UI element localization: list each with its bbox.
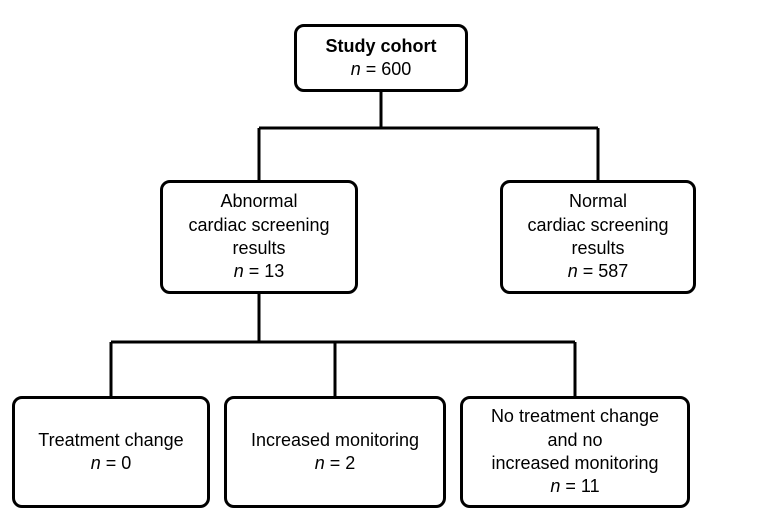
n-value: = 2 <box>330 453 356 473</box>
node-line: increased monitoring <box>491 452 658 475</box>
node-treatment-change: Treatment change n = 0 <box>12 396 210 508</box>
n-label: n <box>234 261 244 281</box>
node-line: results <box>571 237 624 260</box>
node-n: n = 587 <box>568 260 629 283</box>
n-label: n <box>315 453 325 473</box>
node-line: cardiac screening <box>527 214 668 237</box>
node-n: n = 2 <box>315 452 356 475</box>
node-n: n = 0 <box>91 452 132 475</box>
n-value: = 600 <box>366 59 412 79</box>
n-value: = 0 <box>106 453 132 473</box>
n-value: = 587 <box>583 261 629 281</box>
node-line: Treatment change <box>38 429 183 452</box>
node-line: Increased monitoring <box>251 429 419 452</box>
node-title: Study cohort <box>326 35 437 58</box>
n-value: = 11 <box>565 476 599 496</box>
node-increased-monitoring: Increased monitoring n = 2 <box>224 396 446 508</box>
node-line: Abnormal <box>220 190 297 213</box>
node-line: cardiac screening <box>188 214 329 237</box>
n-label: n <box>91 453 101 473</box>
flowchart-canvas: Study cohort n = 600 Abnormal cardiac sc… <box>0 0 761 532</box>
node-line: and no <box>547 429 602 452</box>
node-line: Normal <box>569 190 627 213</box>
node-n: n = 11 <box>550 475 599 498</box>
n-label: n <box>550 476 560 496</box>
node-abnormal: Abnormal cardiac screening results n = 1… <box>160 180 358 294</box>
node-n: n = 600 <box>351 58 412 81</box>
node-normal: Normal cardiac screening results n = 587 <box>500 180 696 294</box>
n-label: n <box>568 261 578 281</box>
n-label: n <box>351 59 361 79</box>
node-line: No treatment change <box>491 405 659 428</box>
node-line: results <box>232 237 285 260</box>
node-study-cohort: Study cohort n = 600 <box>294 24 468 92</box>
n-value: = 13 <box>249 261 285 281</box>
node-n: n = 13 <box>234 260 285 283</box>
node-no-change: No treatment change and no increased mon… <box>460 396 690 508</box>
